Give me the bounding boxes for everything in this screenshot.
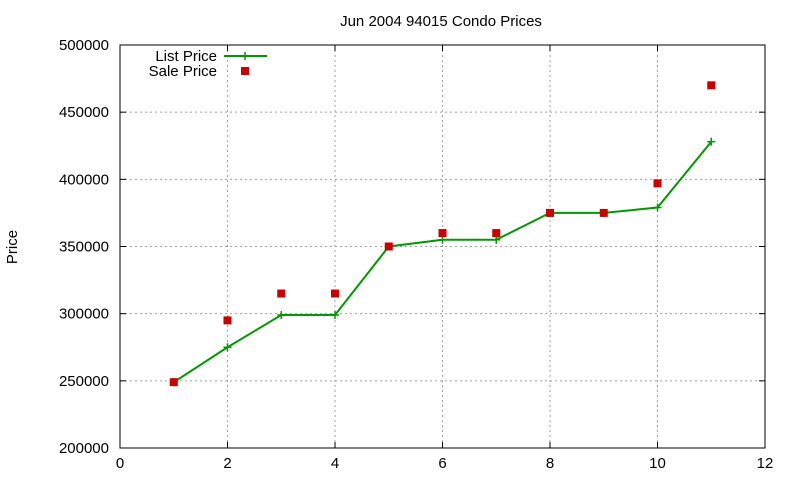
legend-marker-sale-price xyxy=(241,67,249,75)
sale-price-point xyxy=(707,81,716,90)
x-tick-label: 4 xyxy=(331,455,339,472)
y-axis-label: Price xyxy=(4,230,21,264)
sale-price-point xyxy=(653,179,662,188)
sale-price-point xyxy=(492,229,501,238)
series-layer xyxy=(169,81,716,387)
sale-price-point xyxy=(277,289,286,298)
legend: List Price Sale Price xyxy=(149,48,267,80)
x-tick-label: 6 xyxy=(438,455,446,472)
x-axis: 0 2 4 6 8 10 12 xyxy=(116,45,774,472)
list-price-point xyxy=(277,311,286,320)
legend-label-sale-price: Sale Price xyxy=(149,63,217,80)
list-price-point xyxy=(438,235,447,244)
sale-price-point xyxy=(331,289,339,298)
y-tick-label: 500000 xyxy=(59,37,109,54)
sale-price-point xyxy=(223,316,232,325)
x-tick-label: 10 xyxy=(649,455,666,472)
x-tick-label: 8 xyxy=(546,455,554,472)
list-price-point xyxy=(492,235,501,244)
sale-price-point xyxy=(438,229,447,238)
list-price-point xyxy=(331,311,339,320)
grid xyxy=(120,45,765,448)
list-price-point xyxy=(223,343,232,352)
x-tick-label: 2 xyxy=(223,455,231,472)
y-tick-label: 300000 xyxy=(59,306,109,323)
y-tick-label: 200000 xyxy=(59,440,109,457)
x-tick-label: 12 xyxy=(757,455,774,472)
y-tick-label: 400000 xyxy=(59,171,109,188)
list-price-point xyxy=(653,203,662,212)
legend-marker-list-price xyxy=(241,52,249,60)
y-tick-label: 250000 xyxy=(59,373,109,390)
sale-price-point xyxy=(169,378,178,387)
y-tick-label: 350000 xyxy=(59,239,109,256)
sale-price-point xyxy=(599,208,608,217)
sale-price-point xyxy=(546,208,554,217)
sale-price-point xyxy=(384,242,393,251)
y-tick-label: 450000 xyxy=(59,104,109,121)
x-tick-label: 0 xyxy=(116,455,124,472)
y-axis: 200000 250000 300000 350000 400000 450000 5000… xyxy=(59,37,765,457)
list-price-point xyxy=(707,137,716,146)
legend-label-list-price: List Price xyxy=(155,48,217,65)
chart-title: Jun 2004 94015 Condo Prices xyxy=(340,13,542,30)
